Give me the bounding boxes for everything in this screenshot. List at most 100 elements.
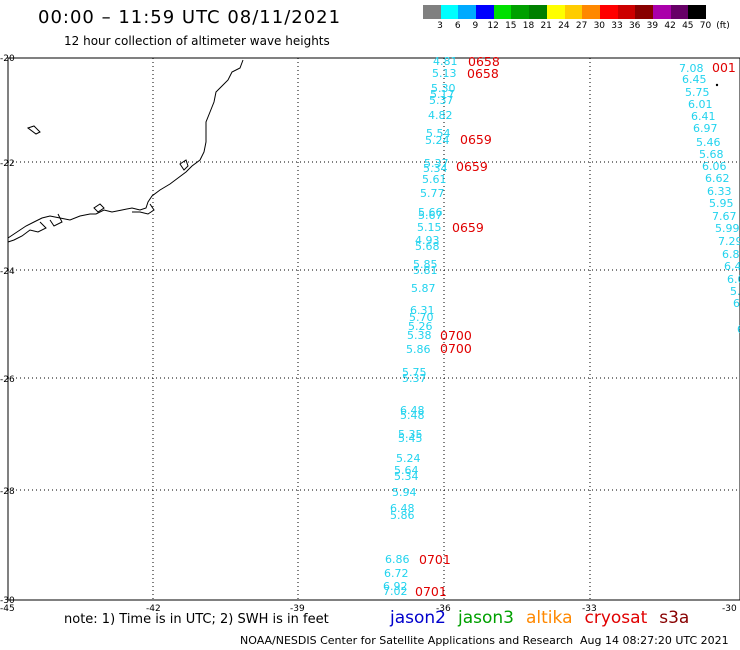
wave-height-label: 5.45 xyxy=(398,432,423,445)
east-track-times: 001 xyxy=(712,60,736,75)
pass-time-label: 0701 xyxy=(415,584,447,599)
wave-height-label: 6.86 xyxy=(385,553,410,566)
wave-height-label: 6. xyxy=(733,297,740,310)
color-scale-label: 33 xyxy=(611,21,623,31)
wave-height-label: 6.72 xyxy=(384,567,409,580)
mission-label-jason2: jason2 xyxy=(390,608,446,628)
pass-time-label: 0659 xyxy=(456,159,488,174)
x-tick-label: -30 xyxy=(722,604,737,614)
wave-height-label: 6.33 xyxy=(707,185,732,198)
color-scale-swatch xyxy=(423,5,441,19)
color-scale-label: 21 xyxy=(540,21,552,31)
color-scale-swatch xyxy=(670,5,689,19)
wave-height-label: 5.37 xyxy=(402,372,427,385)
color-scale-swatch xyxy=(476,5,494,19)
color-scale-unit: (ft) xyxy=(716,21,730,31)
x-axis-labels: -45 -42 -39 -36 -33 -30 xyxy=(0,604,737,614)
main-track-wave-heights: 4.815.135.305.175.374.825.545.245.375.34… xyxy=(383,55,458,598)
wave-height-label: 5.54 xyxy=(426,127,451,140)
color-scale-swatch xyxy=(652,5,671,19)
wave-height-label: 6.48 xyxy=(400,404,425,417)
color-scale-swatch xyxy=(599,5,618,19)
map-frame xyxy=(7,57,740,601)
wave-height-label: 6.92 xyxy=(383,580,408,593)
color-scale-label: 45 xyxy=(682,21,694,31)
x-tick-label: -36 xyxy=(436,604,451,614)
color-scale-swatch xyxy=(688,5,706,19)
color-scale-label: 30 xyxy=(593,21,606,31)
pass-time-label: 0701 xyxy=(419,552,451,567)
x-tick-label: -45 xyxy=(0,604,15,614)
wave-height-label: 5.24 xyxy=(425,134,450,147)
wave-height-label: 5.37 xyxy=(429,94,454,107)
color-scale-label: 12 xyxy=(487,21,499,31)
mission-label-altika: altika xyxy=(526,608,573,628)
color-scale-swatch xyxy=(564,5,583,19)
color-scale-label: 18 xyxy=(522,21,535,31)
coastline-detail xyxy=(7,203,155,243)
wave-height-label: 6.01 xyxy=(688,98,713,111)
x-tick-label: -42 xyxy=(146,604,161,614)
color-scale-label: 39 xyxy=(646,21,659,31)
wave-height-label: 5.15 xyxy=(417,221,442,234)
y-axis-labels: -20 -22 -24 -26 -28 -30 xyxy=(0,54,15,606)
wave-height-label: 5.35 xyxy=(398,428,423,441)
mission-label-jason3: jason3 xyxy=(458,608,514,628)
wave-height-label: 5.13 xyxy=(432,67,457,80)
wave-height-label: 5.86 xyxy=(390,509,415,522)
mission-legend: jason2 jason3 altika cryosat s3a xyxy=(390,608,701,628)
color-scale-label: 70 xyxy=(699,21,712,31)
pass-time-label: 0700 xyxy=(440,328,472,343)
wave-height-color-scale xyxy=(423,5,706,19)
wave-height-label: 5.86 xyxy=(406,343,431,356)
coastline xyxy=(7,59,244,239)
wave-height-label: 6 xyxy=(737,323,740,336)
wave-height-label: 5.48 xyxy=(400,409,425,422)
color-scale-labels: 3 6 9 12 15 18 21 24 27 30 33 36 39 42 45 70 (ft) xyxy=(0,21,740,35)
wave-height-label: 5.30 xyxy=(431,82,456,95)
wave-height-label: 5.66 xyxy=(418,206,443,219)
pass-time-label: 001 xyxy=(712,60,736,75)
mission-label-cryosat: cryosat xyxy=(584,608,648,628)
y-tick-label: -30 xyxy=(0,596,15,606)
wave-height-label: 6.0 xyxy=(727,273,740,286)
y-tick-label: -28 xyxy=(0,487,15,497)
wave-height-label: 5.38 xyxy=(407,329,432,342)
color-scale-label: 42 xyxy=(664,21,676,31)
credit-text: NOAA/NESDIS Center for Satellite Applica… xyxy=(240,634,574,647)
color-scale-swatch xyxy=(493,5,512,19)
color-scale-swatch xyxy=(511,5,530,19)
wave-height-label: 6.62 xyxy=(705,172,730,185)
wave-height-label: 5.34 xyxy=(423,162,448,175)
wave-height-label: 6.06 xyxy=(702,160,727,173)
x-tick-label: -33 xyxy=(582,604,597,614)
color-scale-swatch xyxy=(582,5,600,19)
graticule xyxy=(8,58,740,600)
wave-height-label: 5.68 xyxy=(699,148,724,161)
wave-height-label: 5.85 xyxy=(413,258,438,271)
wave-height-label: 5.37 xyxy=(424,157,449,170)
wave-height-label: 5.17 xyxy=(430,88,455,101)
wave-height-label: 5.67 xyxy=(418,209,443,222)
color-scale-label: 9 xyxy=(472,21,479,31)
color-scale-label: 3 xyxy=(437,21,443,31)
wave-height-label: 7.08 xyxy=(679,62,704,75)
track-marker-dot xyxy=(715,83,719,87)
wave-height-label: 5.95 xyxy=(709,197,734,210)
pass-time-label: 0658 xyxy=(468,54,500,69)
wave-height-label: 6.45 xyxy=(682,73,707,86)
y-tick-label: -26 xyxy=(0,375,15,385)
wave-height-label: 5.68 xyxy=(415,240,440,253)
wave-height-label: 4.81 xyxy=(433,55,458,68)
color-scale-label: 36 xyxy=(628,21,641,31)
wave-height-label: 6.97 xyxy=(693,122,718,135)
wave-height-label: 5.99 xyxy=(715,222,740,235)
color-scale-label: 6 xyxy=(454,21,461,31)
y-tick-label: -22 xyxy=(0,159,15,169)
map-title: 00:00 – 11:59 UTC 08/11/2021 xyxy=(38,7,342,28)
wave-height-label: 7.02 xyxy=(383,585,408,598)
wave-height-label: 5.70 xyxy=(409,311,434,324)
color-scale-swatch xyxy=(617,5,636,19)
wave-height-label: 5.75 xyxy=(402,366,427,379)
